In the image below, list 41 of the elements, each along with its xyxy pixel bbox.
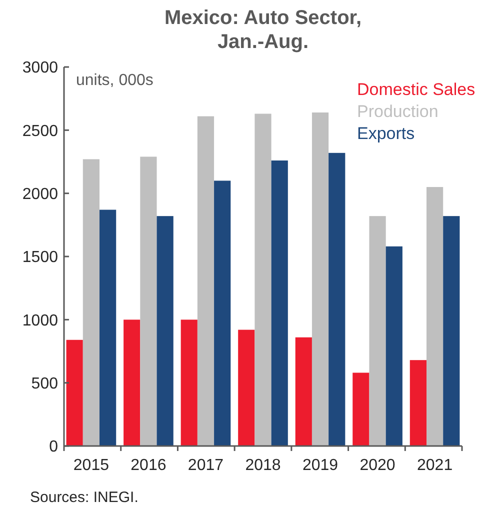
x-tick-label: 2019 xyxy=(302,457,338,474)
bar xyxy=(312,112,329,446)
text: Domestic Sales xyxy=(357,80,476,99)
bar xyxy=(271,160,288,446)
annotation: units, 000s xyxy=(76,72,154,89)
y-tick-label: 1000 xyxy=(22,312,58,330)
x-tick-label: 2018 xyxy=(245,457,281,474)
y-tick-label: 3000 xyxy=(22,60,58,77)
bar xyxy=(238,330,255,446)
bar xyxy=(66,340,83,446)
bar xyxy=(369,216,386,446)
bar xyxy=(443,216,460,446)
bar xyxy=(328,152,346,446)
bar xyxy=(295,337,312,446)
x-tick-label: 2017 xyxy=(188,457,224,474)
bar xyxy=(100,210,116,446)
bar xyxy=(180,320,198,446)
series-label: Production xyxy=(357,102,438,121)
x-tick-label: 2021 xyxy=(417,457,453,474)
bar xyxy=(197,116,214,446)
bar xyxy=(386,246,402,446)
y-tick-label: 2500 xyxy=(22,122,58,140)
bar xyxy=(124,320,140,446)
x-tick-label: 2020 xyxy=(360,457,396,474)
y-tick-label: 1500 xyxy=(22,249,58,266)
bar xyxy=(254,114,272,446)
bar xyxy=(410,360,426,446)
x-tick-label: 2015 xyxy=(73,457,110,474)
source-note: Sources: INEGI. xyxy=(30,489,138,506)
chart-title: Mexico: Auto Sector, Jan.-Aug. xyxy=(164,7,362,53)
bar xyxy=(82,159,100,446)
x-tick-label: 2016 xyxy=(130,457,166,474)
bar xyxy=(140,156,157,446)
bar xyxy=(352,372,370,446)
bar xyxy=(156,216,174,446)
y-tick-label: 500 xyxy=(31,375,58,392)
bar xyxy=(214,180,231,446)
y-tick-label: 2000 xyxy=(22,186,58,203)
series-label: Exports xyxy=(357,124,415,143)
bar xyxy=(426,187,444,446)
y-tick-label: 0 xyxy=(49,438,58,456)
